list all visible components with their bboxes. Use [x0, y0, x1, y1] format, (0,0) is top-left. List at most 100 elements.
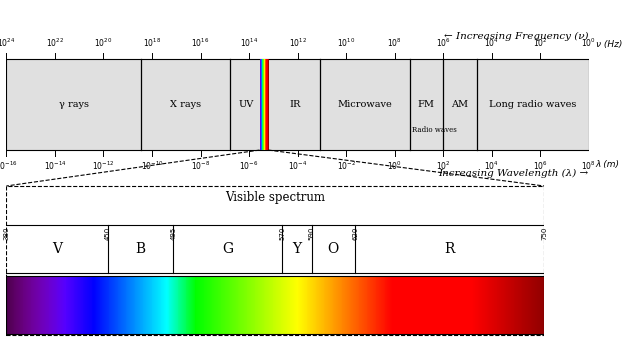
Bar [148, 276, 149, 334]
Bar [26, 276, 28, 334]
Bar [236, 276, 237, 334]
Bar [145, 276, 146, 334]
Bar [396, 276, 397, 334]
Bar [270, 276, 271, 334]
Bar [15, 276, 16, 334]
Bar [440, 276, 442, 334]
Bar [51, 276, 52, 334]
Bar [367, 276, 369, 334]
Bar [58, 276, 60, 334]
Bar [35, 276, 36, 334]
Bar [186, 276, 187, 334]
Bar [385, 276, 387, 334]
Bar [425, 276, 426, 334]
Bar [118, 276, 120, 334]
Bar [452, 276, 453, 334]
Bar [433, 276, 434, 334]
Bar [33, 276, 35, 334]
Bar [271, 276, 272, 334]
Bar [55, 276, 56, 334]
Bar [430, 276, 431, 334]
Bar [65, 276, 66, 334]
Bar [207, 276, 209, 334]
Bar [333, 276, 334, 334]
Bar [307, 276, 308, 334]
Bar [127, 276, 129, 334]
Bar [339, 276, 340, 334]
Bar [372, 276, 373, 334]
Bar [400, 276, 401, 334]
Bar [237, 276, 238, 334]
Bar [136, 276, 137, 334]
Bar [209, 276, 210, 334]
Bar [65, 276, 67, 334]
Bar [264, 276, 266, 334]
Bar [202, 276, 203, 334]
Bar [401, 276, 403, 334]
Bar [150, 276, 152, 334]
Bar [345, 276, 346, 334]
Bar [199, 276, 200, 334]
Bar [22, 276, 24, 334]
Bar [154, 276, 155, 334]
Bar [318, 276, 319, 334]
Bar [524, 276, 525, 334]
Bar [122, 276, 124, 334]
Bar [419, 276, 420, 334]
Bar [180, 276, 182, 334]
Bar [468, 276, 470, 334]
Bar [427, 276, 428, 334]
Bar [112, 276, 113, 334]
Bar [316, 276, 317, 334]
Text: $10^{8}$: $10^{8}$ [581, 159, 596, 172]
Bar [166, 276, 167, 334]
Bar [354, 276, 355, 334]
Bar [447, 276, 449, 334]
Bar [482, 276, 483, 334]
Bar [68, 276, 70, 334]
Bar [442, 276, 443, 334]
Bar [474, 276, 476, 334]
Bar [454, 276, 455, 334]
Bar [414, 276, 415, 334]
Bar [468, 276, 469, 334]
Bar [470, 276, 472, 334]
Bar [98, 276, 99, 334]
Bar [446, 276, 447, 334]
Bar [403, 276, 404, 334]
Bar [179, 276, 180, 334]
Bar [410, 276, 412, 334]
Bar [268, 276, 269, 334]
Bar [246, 276, 248, 334]
Bar [102, 276, 104, 334]
Bar [418, 276, 419, 334]
Bar [543, 276, 545, 334]
Bar [246, 276, 247, 334]
Bar [249, 276, 250, 334]
Bar [506, 276, 508, 334]
Bar [483, 276, 484, 334]
Bar [130, 276, 131, 334]
Text: $10^{2}$: $10^{2}$ [533, 37, 548, 49]
Bar [95, 276, 97, 334]
Bar [74, 276, 75, 334]
Bar [89, 276, 90, 334]
Bar [490, 276, 491, 334]
Bar [237, 276, 239, 334]
Bar [239, 276, 241, 334]
Bar [206, 276, 207, 334]
Bar [118, 276, 119, 334]
Bar [347, 276, 348, 334]
Bar [134, 276, 136, 334]
Bar [477, 276, 478, 334]
Bar [531, 276, 532, 334]
Bar [104, 276, 106, 334]
Bar [353, 276, 355, 334]
Bar [76, 276, 77, 334]
Text: $10^{-2}$: $10^{-2}$ [337, 159, 356, 172]
Text: IR: IR [290, 100, 301, 109]
Bar [213, 276, 214, 334]
Bar [360, 276, 362, 334]
Bar [522, 276, 523, 334]
Bar [170, 276, 171, 334]
